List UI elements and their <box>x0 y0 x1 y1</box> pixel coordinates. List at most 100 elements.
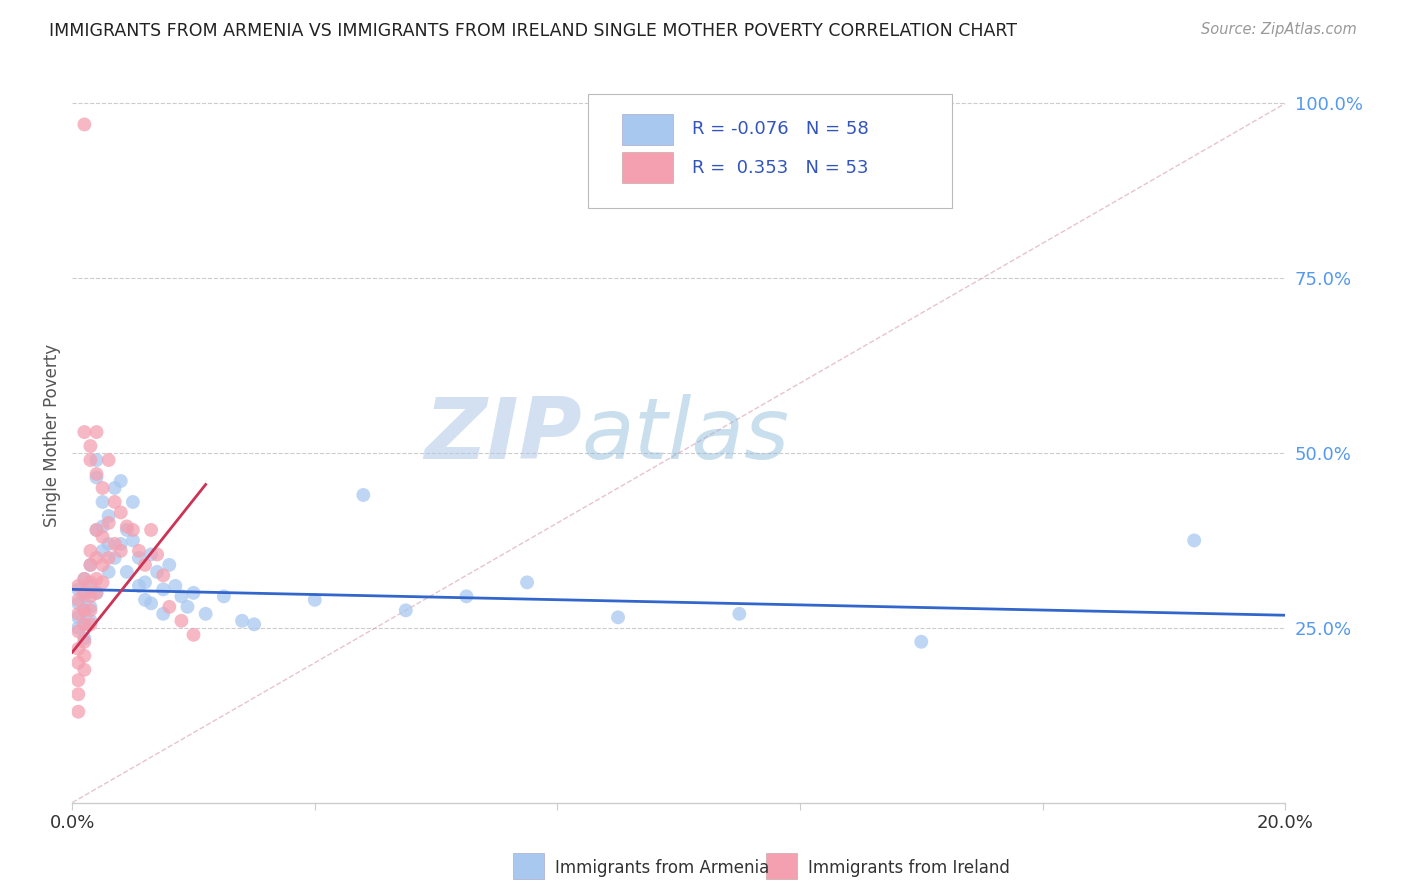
Point <box>67 610 90 624</box>
Point <box>79 558 101 572</box>
Point <box>194 607 217 621</box>
Point <box>73 425 96 439</box>
Point <box>86 453 108 467</box>
Point <box>73 617 96 632</box>
Text: ZIP: ZIP <box>425 394 582 477</box>
Point <box>146 565 169 579</box>
Point <box>104 495 127 509</box>
Point <box>86 572 108 586</box>
Point <box>243 617 266 632</box>
Point <box>128 544 150 558</box>
Point <box>176 599 198 614</box>
Point <box>134 575 156 590</box>
Point <box>115 519 138 533</box>
Point <box>86 467 108 481</box>
Point <box>67 579 90 593</box>
Point <box>91 530 114 544</box>
Point <box>139 596 162 610</box>
Point <box>67 673 90 688</box>
Point <box>67 596 90 610</box>
Point <box>79 453 101 467</box>
Point <box>86 586 108 600</box>
Point <box>79 590 101 604</box>
Point <box>157 599 180 614</box>
Point <box>67 705 90 719</box>
Point <box>67 621 90 635</box>
Point <box>67 641 90 656</box>
Point <box>607 610 630 624</box>
Point <box>152 568 174 582</box>
Point <box>73 648 96 663</box>
Point <box>86 523 108 537</box>
Point <box>110 506 132 520</box>
Text: Immigrants from Ireland: Immigrants from Ireland <box>808 859 1011 877</box>
Point <box>183 586 205 600</box>
Point <box>67 656 90 670</box>
Point <box>152 582 174 597</box>
Point <box>79 439 101 453</box>
Point <box>115 523 138 537</box>
Y-axis label: Single Mother Poverty: Single Mother Poverty <box>44 344 60 527</box>
Point <box>104 537 127 551</box>
Point <box>456 590 478 604</box>
Text: Source: ZipAtlas.com: Source: ZipAtlas.com <box>1201 22 1357 37</box>
Point <box>91 519 114 533</box>
Point <box>352 488 374 502</box>
Point <box>86 586 108 600</box>
Point <box>73 586 96 600</box>
Point <box>91 495 114 509</box>
Point <box>67 582 90 597</box>
Point <box>97 550 120 565</box>
Point <box>128 550 150 565</box>
Point <box>86 550 108 565</box>
Point <box>122 533 145 548</box>
Text: R = -0.076   N = 58: R = -0.076 N = 58 <box>692 120 869 138</box>
Point <box>231 614 253 628</box>
Point <box>79 617 101 632</box>
Point <box>73 572 96 586</box>
FancyBboxPatch shape <box>621 153 672 183</box>
Point <box>73 572 96 586</box>
Point <box>97 537 120 551</box>
Point <box>110 544 132 558</box>
FancyBboxPatch shape <box>588 95 952 208</box>
Point <box>104 550 127 565</box>
Point <box>139 548 162 562</box>
Point <box>67 624 90 639</box>
Point <box>97 508 120 523</box>
Point <box>73 663 96 677</box>
Point <box>79 575 101 590</box>
Point <box>516 575 538 590</box>
Text: R =  0.353   N = 53: R = 0.353 N = 53 <box>692 159 869 177</box>
Point <box>1182 533 1205 548</box>
Text: atlas: atlas <box>582 394 790 477</box>
Point <box>73 603 96 617</box>
Point <box>91 575 114 590</box>
Point <box>165 579 187 593</box>
Point <box>73 635 96 649</box>
Point <box>73 603 96 617</box>
Point <box>122 523 145 537</box>
Point <box>910 635 932 649</box>
Point <box>79 579 101 593</box>
Point <box>86 425 108 439</box>
Point <box>110 537 132 551</box>
Point <box>122 495 145 509</box>
Point <box>157 558 180 572</box>
Point <box>86 523 108 537</box>
Point <box>134 558 156 572</box>
Point <box>97 453 120 467</box>
FancyBboxPatch shape <box>621 114 672 145</box>
Point <box>86 470 108 484</box>
Point <box>91 481 114 495</box>
Point <box>79 544 101 558</box>
Point <box>115 565 138 579</box>
Point <box>73 617 96 632</box>
Point <box>97 565 120 579</box>
Point <box>139 523 162 537</box>
Point <box>91 558 114 572</box>
Point <box>110 474 132 488</box>
Point <box>183 628 205 642</box>
Point <box>79 603 101 617</box>
Point <box>146 548 169 562</box>
